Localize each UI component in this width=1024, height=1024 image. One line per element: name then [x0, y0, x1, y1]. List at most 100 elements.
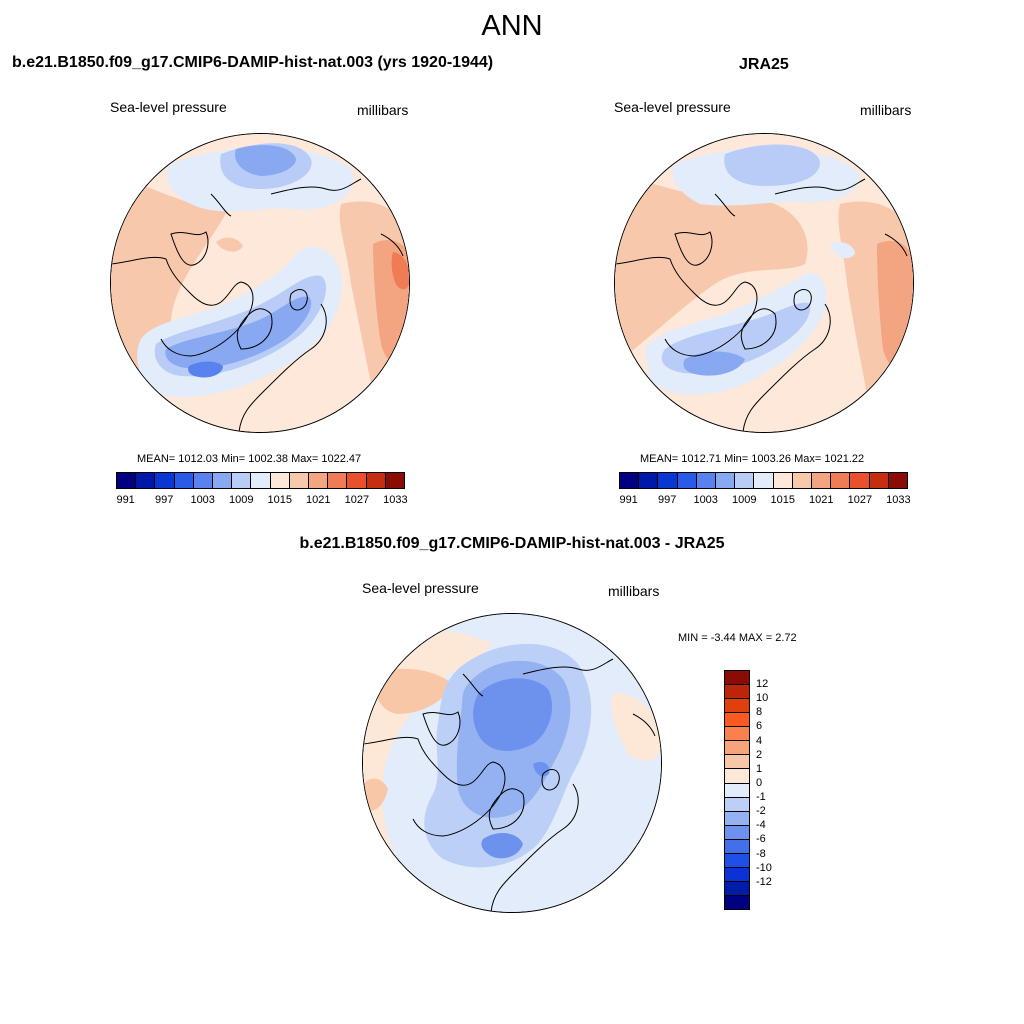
panel-1-colorbar [116, 472, 405, 489]
panel-1-map-svg [111, 134, 409, 432]
colorbar-tick-label: -6 [756, 833, 766, 846]
colorbar-tick-label: 997 [657, 494, 677, 506]
colorbar-swatch [725, 783, 749, 798]
colorbar-tick-label: 1021 [306, 494, 331, 506]
colorbar-swatch [725, 713, 749, 728]
colorbar-swatch [366, 473, 386, 488]
colorbar-tick-label: 1027 [847, 494, 873, 506]
colorbar-swatch [725, 685, 749, 700]
panel-3-colorbar [724, 670, 750, 910]
colorbar-swatch [136, 473, 156, 488]
panel-3-colorbar-ticks: 12 10 8 6 4 2 1 0 -1 -2 -4 -6 -8 -10 -12 [756, 670, 796, 910]
colorbar-tick-label: 1033 [383, 494, 408, 506]
colorbar-swatch [725, 727, 749, 742]
colorbar-tick-label: 1021 [809, 494, 834, 506]
colorbar-tick-label: 1015 [267, 494, 293, 506]
figure-title: ANN [481, 10, 543, 42]
colorbar-tick-label: 997 [154, 494, 174, 506]
colorbar-swatch [725, 699, 749, 714]
colorbar-tick-label: 991 [619, 494, 638, 506]
colorbar-swatch [831, 473, 851, 488]
panel-1-stats: MEAN= 1012.03 Min= 1002.38 Max= 1022.47 [137, 453, 362, 465]
colorbar-swatch [725, 881, 749, 896]
colorbar-tick-label: 6 [756, 720, 763, 733]
panel-1-variable-label: Sea-level pressure [110, 99, 227, 115]
colorbar-tick-label: -4 [756, 819, 766, 832]
colorbar-swatch [117, 473, 137, 488]
colorbar-tick-label: 0 [756, 776, 763, 789]
colorbar-swatch [725, 769, 749, 784]
colorbar-swatch [725, 671, 749, 686]
colorbar-swatch [773, 473, 793, 488]
colorbar-tick-label: 8 [756, 706, 763, 719]
panel-3-units-label: millibars [608, 583, 660, 599]
colorbar-swatch [385, 473, 405, 488]
colorbar-swatch [716, 473, 736, 488]
colorbar-tick-label: 2 [756, 748, 763, 761]
colorbar-swatch [812, 473, 832, 488]
colorbar-tick-label: 1 [756, 762, 763, 775]
colorbar-swatch [888, 473, 908, 488]
colorbar-swatch [725, 839, 749, 854]
panel-3-stats: MIN = -3.44 MAX = 2.72 [678, 632, 797, 644]
colorbar-tick-label: 991 [116, 494, 135, 506]
colorbar-swatch [174, 473, 194, 488]
colorbar-tick-label: 4 [756, 734, 763, 747]
panel-1-colorbar-ticks: 991 997 1003 1009 1015 1021 1027 1033 [116, 494, 408, 508]
colorbar-swatch [193, 473, 214, 488]
colorbar-swatch [658, 473, 678, 488]
colorbar-swatch [725, 811, 749, 826]
panel-2-units-label: millibars [860, 102, 912, 118]
colorbar-swatch [213, 473, 233, 488]
colorbar-tick-label: -1 [756, 791, 766, 804]
colorbar-tick-label: -8 [756, 847, 766, 860]
panel-2-title: JRA25 [739, 56, 789, 73]
colorbar-tick-label: 10 [756, 692, 769, 705]
colorbar-tick-label: -12 [756, 875, 772, 888]
colorbar-swatch [347, 473, 367, 488]
panel-3-map-svg [363, 614, 661, 912]
colorbar-swatch [792, 473, 813, 488]
colorbar-swatch [725, 853, 749, 868]
colorbar-swatch [725, 755, 749, 770]
colorbar-swatch [620, 473, 640, 488]
colorbar-tick-label: 1033 [886, 494, 911, 506]
panel-3-polar-map [362, 613, 662, 913]
panel-1-polar-map [110, 133, 410, 433]
panel-2-map-svg [615, 134, 913, 432]
colorbar-swatch [289, 473, 310, 488]
colorbar-tick-label: 1015 [770, 494, 796, 506]
panel-2-colorbar-ticks: 991 997 1003 1009 1015 1021 1027 1033 [619, 494, 911, 508]
panel-3-variable-label: Sea-level pressure [362, 580, 479, 596]
colorbar-swatch [725, 867, 749, 882]
colorbar-swatch [725, 741, 749, 756]
colorbar-swatch [725, 896, 749, 910]
colorbar-swatch [850, 473, 870, 488]
colorbar-swatch [639, 473, 659, 488]
colorbar-swatch [735, 473, 755, 488]
colorbar-tick-label: 12 [756, 678, 769, 691]
colorbar-swatch [155, 473, 175, 488]
colorbar-tick-label: 1009 [228, 494, 254, 506]
colorbar-swatch [869, 473, 889, 488]
colorbar-tick-label: 1009 [731, 494, 757, 506]
colorbar-swatch [696, 473, 717, 488]
colorbar-swatch [232, 473, 252, 488]
colorbar-swatch [677, 473, 697, 488]
colorbar-swatch [309, 473, 329, 488]
colorbar-tick-label: -10 [756, 861, 772, 874]
colorbar-swatch [754, 473, 774, 488]
colorbar-swatch [270, 473, 290, 488]
panel-2-stats: MEAN= 1012.71 Min= 1003.26 Max= 1021.22 [640, 453, 865, 465]
panel-2-variable-label: Sea-level pressure [614, 99, 731, 115]
colorbar-tick-label: 1027 [344, 494, 370, 506]
colorbar-tick-label: 1003 [190, 494, 215, 506]
colorbar-tick-label: -2 [756, 805, 766, 818]
panel-1-title: b.e21.B1850.f09_g17.CMIP6-DAMIP-hist-nat… [12, 54, 494, 71]
colorbar-tick-label: 1003 [693, 494, 718, 506]
panel-2-colorbar [619, 472, 908, 489]
panel-3-title: b.e21.B1850.f09_g17.CMIP6-DAMIP-hist-nat… [299, 535, 725, 552]
colorbar-swatch [251, 473, 271, 488]
colorbar-swatch [725, 797, 749, 812]
colorbar-swatch [328, 473, 348, 488]
